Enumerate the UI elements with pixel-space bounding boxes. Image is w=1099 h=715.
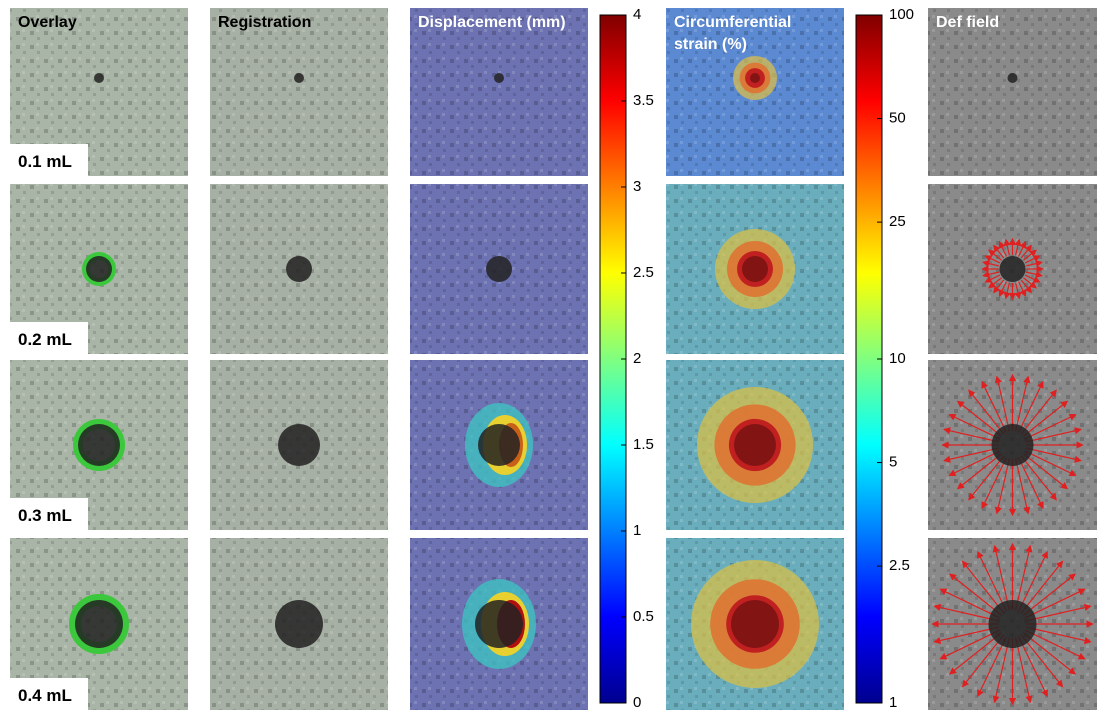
pore — [1008, 73, 1018, 83]
pore — [278, 424, 320, 466]
row-label: 0.4 mL — [18, 686, 72, 705]
pore — [286, 256, 312, 282]
column-title: Displacement (mm) — [418, 12, 568, 34]
column-title-box: Overlay — [18, 12, 188, 62]
row-label: 0.1 mL — [18, 152, 72, 171]
tick-label: 0.5 — [633, 608, 654, 625]
tick-label: 1 — [889, 694, 897, 711]
column-title-box: Displacement (mm) — [418, 12, 568, 62]
pore — [992, 424, 1034, 466]
pore — [1000, 256, 1026, 282]
row-label: 0.2 mL — [18, 330, 72, 349]
pore — [731, 600, 779, 648]
pore — [742, 256, 768, 282]
pore — [989, 600, 1037, 648]
panels — [10, 8, 1097, 710]
tick-label: 2.5 — [633, 264, 654, 281]
column-title: Registration — [218, 12, 388, 34]
pore — [478, 424, 520, 466]
column-title: Circumferential strain (%) — [674, 12, 824, 56]
column-title-box: Circumferential strain (%) — [674, 12, 824, 62]
tick-label: 3 — [633, 178, 641, 195]
tick-label: 50 — [889, 110, 906, 127]
tick-label: 1.5 — [633, 436, 654, 453]
tick-label: 100 — [889, 6, 914, 23]
column-title: Def field — [936, 12, 1086, 34]
tick-label: 2 — [633, 350, 641, 367]
pore — [94, 73, 104, 83]
tick-label: 3.5 — [633, 92, 654, 109]
column-title-box: Def field — [936, 12, 1086, 62]
pore — [494, 73, 504, 83]
pore — [734, 424, 776, 466]
tick-label: 2.5 — [889, 557, 910, 574]
pore — [86, 256, 112, 282]
column-title: Overlay — [18, 12, 188, 34]
pore — [475, 600, 523, 648]
tick-label: 25 — [889, 213, 906, 230]
row-label: 0.3 mL — [18, 506, 72, 525]
pore — [75, 600, 123, 648]
pore — [275, 600, 323, 648]
figure: 0 0.5 1 1.5 2 2.5 3 3.5 4 1 2.5 5 10 25 50 100 Overlay R… — [0, 0, 1099, 715]
tick-label: 4 — [633, 6, 641, 23]
column-title-box: Registration — [218, 12, 388, 62]
tick-label: 10 — [889, 350, 906, 367]
pore — [486, 256, 512, 282]
pore — [78, 424, 120, 466]
tick-label: 1 — [633, 522, 641, 539]
pore — [750, 73, 760, 83]
pore — [294, 73, 304, 83]
tick-label: 5 — [889, 454, 897, 471]
tick-label: 0 — [633, 694, 641, 711]
